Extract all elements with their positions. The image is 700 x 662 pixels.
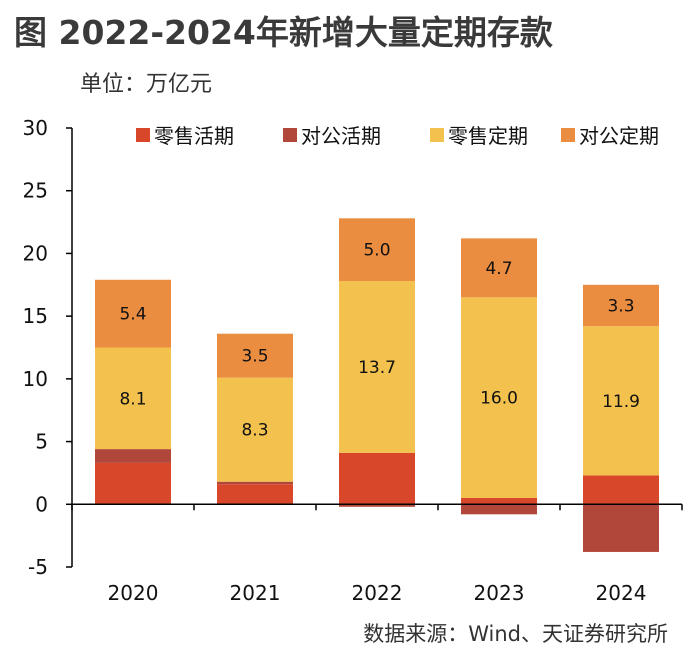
unit-label: 单位：万亿元 [80,72,213,97]
y-tick-label: 30 [23,116,48,140]
bar-segment [339,218,415,282]
legend-swatch [561,128,575,142]
bar-segment [95,347,171,450]
y-tick-label: 0 [35,492,48,516]
legend-label: 对公定期 [579,124,659,148]
x-tick-label: 2022 [352,581,403,605]
bar-stacks [95,218,659,552]
data-label: 8.1 [119,389,146,409]
bar-segment [217,481,293,485]
data-label: 13.7 [358,358,396,378]
data-label: 5.4 [119,305,146,325]
source-note: 数据来源：Wind、天证券研究所 [363,622,668,646]
bar-segment [461,297,537,499]
bar-segment [95,279,171,348]
bar-segment [583,475,659,505]
y-tick-label: 10 [23,367,48,391]
bar-segment [461,238,537,298]
y-tick-label: 20 [23,241,48,265]
data-label: 16.0 [480,389,518,409]
data-label: 4.7 [485,259,512,279]
chart-title: 图 2022-2024年新增大量定期存款 [14,13,553,52]
bar-segment [461,504,537,515]
data-label: 3.5 [241,347,268,367]
bar-segment [339,504,415,507]
bar-segment [95,462,171,505]
data-label: 3.3 [607,296,634,316]
legend-swatch [136,128,150,142]
legend-swatch [430,128,444,142]
x-axis: 2020 2021 2022 2023 2024 [71,504,683,605]
legend-label: 零售定期 [448,124,528,148]
bar-segment [217,377,293,482]
bar-segment [217,484,293,505]
x-tick-label: 2021 [230,581,281,605]
legend-swatch [283,128,297,142]
y-tick-label: 15 [23,304,48,328]
x-tick-label: 2024 [596,581,647,605]
legend-label: 零售活期 [154,124,234,148]
bar-segment [339,452,415,505]
data-labels: 8.1 5.4 8.3 3.5 13.7 5.0 16.0 4.7 11.9 3.3 [119,241,639,441]
bar-segment [583,504,659,552]
x-tick-label: 2023 [474,581,525,605]
legend: 零售活期 对公活期 零售定期 对公定期 [136,124,659,148]
x-tick-label: 2020 [108,581,159,605]
y-tick-label: 25 [23,179,48,203]
bar-segment [95,449,171,463]
y-tick-label: 5 [35,430,48,454]
bar-segment [217,333,293,378]
bar-segment [583,284,659,327]
y-axis: 30 25 20 15 10 5 0 -5 [23,116,73,579]
y-tick-label: -5 [28,555,48,579]
data-label: 5.0 [363,241,390,261]
data-label: 8.3 [241,421,268,441]
data-label: 11.9 [602,392,640,412]
bar-segment [583,326,659,476]
bar-segment [461,498,537,505]
bar-segment [339,281,415,453]
legend-label: 对公活期 [301,124,381,148]
